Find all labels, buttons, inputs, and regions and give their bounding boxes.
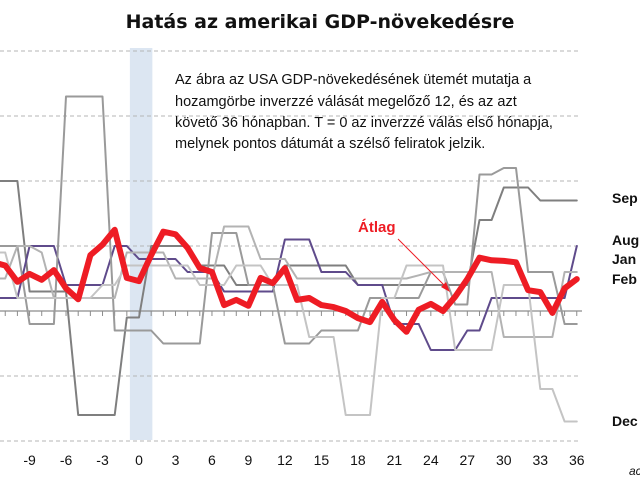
x-tick-label: 9 xyxy=(245,452,253,468)
x-tick-label: 24 xyxy=(423,452,439,468)
series-lines xyxy=(0,95,580,423)
annotation-line-4: melynek pontos dátumát a szélső felirato… xyxy=(175,136,485,152)
average-arrow-head-icon xyxy=(441,282,450,292)
x-tick-label: -6 xyxy=(60,452,73,468)
average-label: Átlag xyxy=(358,219,396,236)
series-line-jan xyxy=(0,95,578,345)
end-label-sep: Sep xyxy=(612,190,638,206)
series-line-dec xyxy=(0,251,578,423)
end-label-jan: Jan ' xyxy=(612,251,640,267)
series-line-aug xyxy=(0,238,578,351)
annotation-line-1: Az ábra az USA GDP-növekedésének ütemét … xyxy=(175,72,532,88)
gridlines xyxy=(0,50,580,442)
inversion-highlight-band xyxy=(129,48,153,440)
x-tick-label: 6 xyxy=(208,452,216,468)
x-tick-label: 18 xyxy=(350,452,366,468)
end-label-dec: Dec xyxy=(612,413,638,429)
source-note: ac xyxy=(629,464,640,478)
x-tick-label: 21 xyxy=(387,452,403,468)
average-callout: Átlag xyxy=(358,219,450,292)
annotation-line-3: követő 36 hónapban. T = 0 az inverzzé vá… xyxy=(175,115,553,131)
average-arrow-line xyxy=(397,238,449,290)
x-tick-label: 12 xyxy=(277,452,293,468)
highlight-band-layer xyxy=(129,48,153,440)
series-end-labels: Sep Aug Jan ' Feb Dec xyxy=(612,190,640,429)
end-label-feb: Feb xyxy=(612,271,637,287)
x-tick-label: 30 xyxy=(496,452,512,468)
x-tick-label: 15 xyxy=(314,452,330,468)
x-tick-label: -3 xyxy=(96,452,109,468)
series-line-average xyxy=(0,226,580,335)
x-tick-label: 27 xyxy=(460,452,476,468)
x-tick-label: 3 xyxy=(172,452,180,468)
chart-title: Hatás az amerikai GDP-növekedésre xyxy=(126,11,515,33)
x-tick-label: 0 xyxy=(135,452,143,468)
x-tick-label: 33 xyxy=(532,452,548,468)
x-tick-label: 36 xyxy=(569,452,585,468)
end-label-aug: Aug xyxy=(612,232,639,248)
x-tick-label: -9 xyxy=(23,452,36,468)
annotation-line-2: hozamgörbe inverzzé válását megelőző 12,… xyxy=(175,94,517,110)
annotation-text: Az ábra az USA GDP-növekedésének ütemét … xyxy=(175,72,553,152)
